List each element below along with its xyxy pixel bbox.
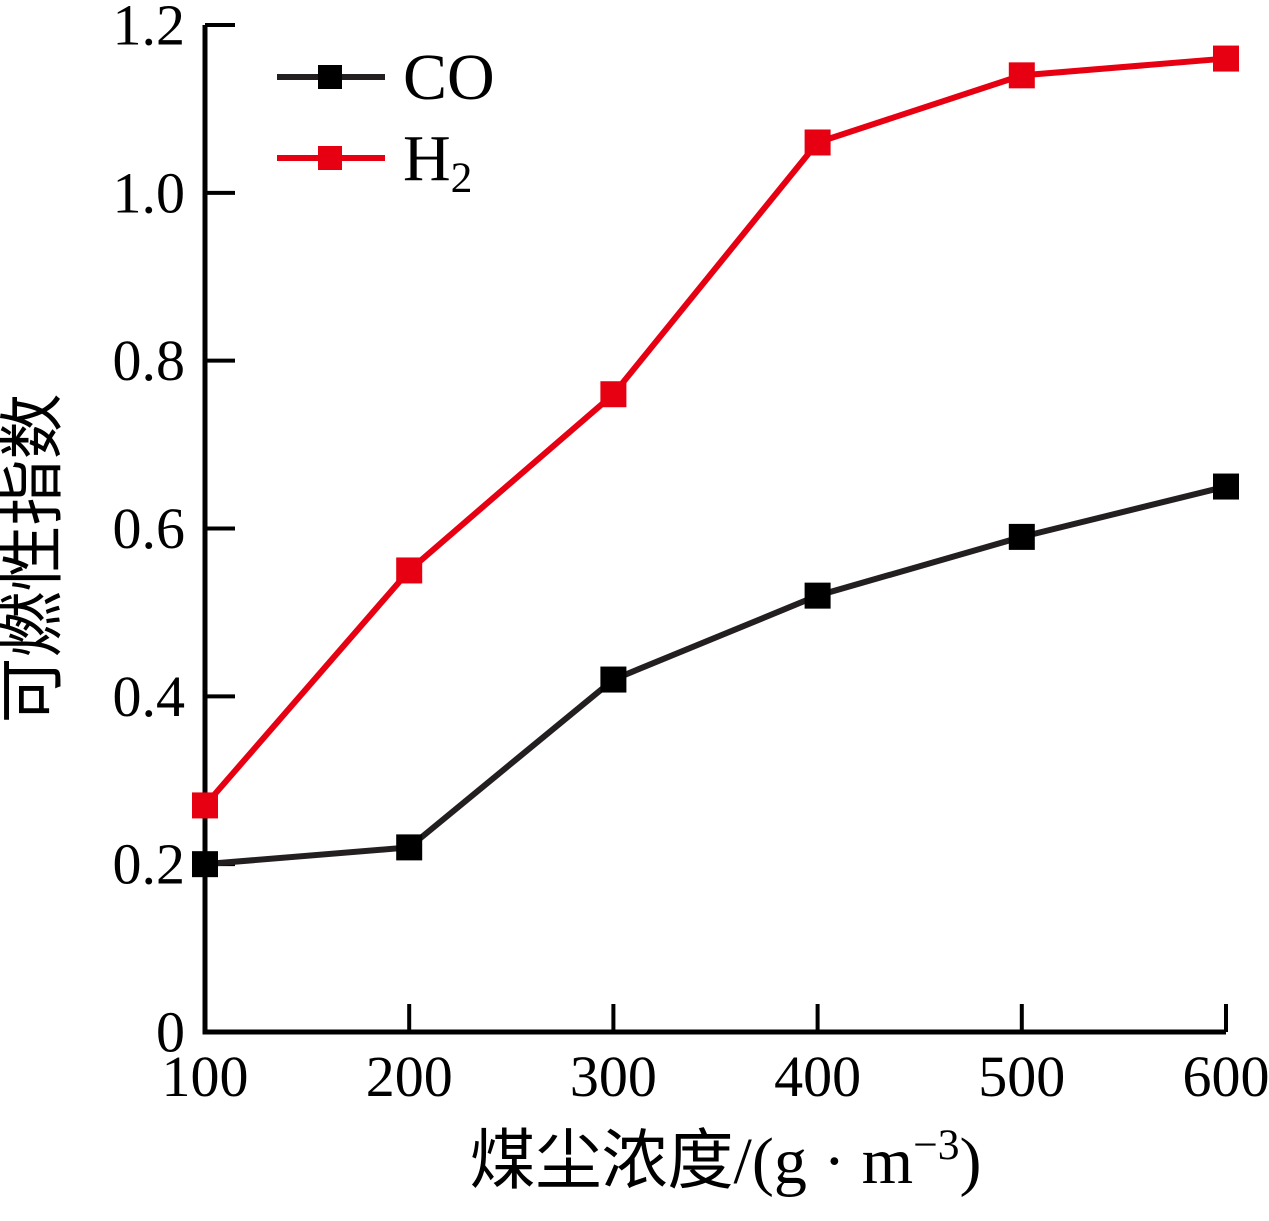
- data-point-marker: [1009, 62, 1035, 88]
- x-tick-label: 300: [570, 1044, 657, 1109]
- y-axis-label: 可燃性指数: [0, 394, 70, 724]
- x-tick-label: 600: [1183, 1044, 1269, 1109]
- series-h2: [192, 46, 1239, 819]
- legend-item-h2: H2: [277, 122, 472, 203]
- data-point-marker: [805, 583, 831, 609]
- y-tick-label: 0.8: [113, 328, 186, 393]
- x-tick-label: 400: [774, 1044, 861, 1109]
- legend: CO H2: [277, 41, 495, 203]
- y-tick-label: 0.2: [113, 832, 186, 897]
- data-point-marker: [1213, 474, 1239, 500]
- legend-label: CO: [403, 41, 495, 114]
- x-axis-label: 煤尘浓度/(g · m−3): [470, 1121, 982, 1198]
- data-point-marker: [600, 381, 626, 407]
- y-tick-label: 1.2: [113, 0, 186, 58]
- x-tick-label: 500: [978, 1044, 1065, 1109]
- y-tick-label: 0.4: [113, 664, 186, 729]
- x-tick-label: 200: [366, 1044, 453, 1109]
- legend-marker: [318, 146, 342, 170]
- series-co: [192, 474, 1239, 878]
- data-point-marker: [192, 792, 218, 818]
- data-point-marker: [1213, 46, 1239, 72]
- legend-item-co: CO: [277, 41, 495, 114]
- legend-label: H2: [403, 122, 472, 203]
- data-point-marker: [396, 834, 422, 860]
- data-point-marker: [805, 129, 831, 155]
- y-tick-label: 1.0: [113, 160, 186, 225]
- x-tick-label: 100: [162, 1044, 249, 1109]
- data-point-marker: [1009, 524, 1035, 550]
- y-tick-label: 0.6: [113, 496, 186, 561]
- series-line: [205, 59, 1226, 806]
- series-line: [205, 487, 1226, 865]
- data-point-marker: [600, 667, 626, 693]
- data-point-marker: [192, 851, 218, 877]
- legend-marker: [318, 65, 342, 89]
- data-point-marker: [396, 557, 422, 583]
